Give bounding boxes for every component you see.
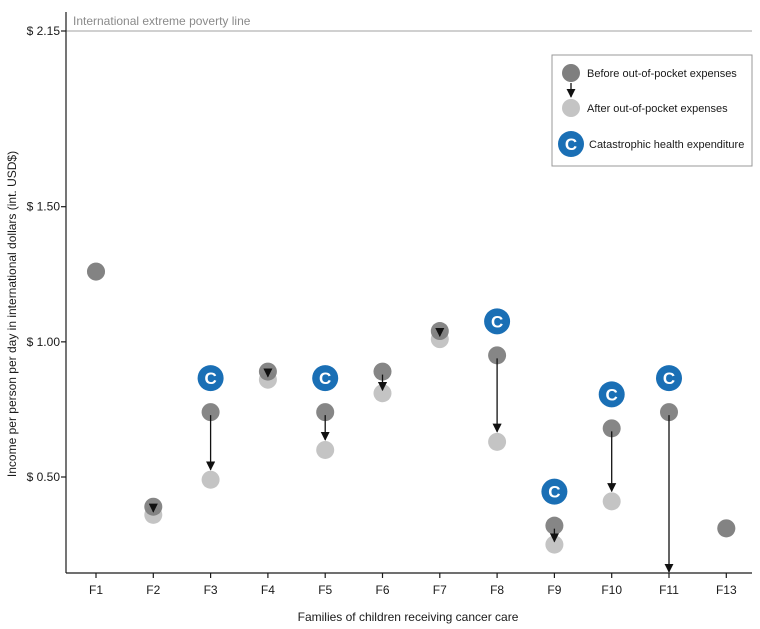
before-point (258, 362, 277, 381)
after-point (201, 470, 220, 489)
y-axis-title: Income per person per day in internation… (5, 151, 19, 477)
legend: Before out-of-pocket expenses After out-… (551, 54, 753, 167)
y-ticks: $ 0.50 $ 1.00 $ 1.50 $ 2.15 (27, 24, 66, 484)
catastrophic-badge-icon (541, 478, 568, 505)
catastrophic-badge-letter: C (606, 385, 618, 404)
catastrophic-badge-letter: C (204, 369, 216, 388)
x-tick-label: F10 (601, 583, 622, 597)
catastrophic-badge-icon (598, 381, 625, 408)
x-tick-label: F5 (318, 583, 332, 597)
legend-c-badge-letter: C (565, 135, 577, 154)
catastrophic-badge-icon (312, 365, 339, 392)
x-tick-label: F8 (490, 583, 504, 597)
catastrophic-badge-icon (656, 365, 682, 392)
after-point (602, 492, 621, 511)
before-point (430, 322, 449, 341)
before-point (373, 362, 392, 381)
legend-before-marker (562, 64, 580, 82)
before-point (201, 403, 220, 422)
catastrophic-badge-letter: C (491, 312, 503, 331)
y-tick-label: $ 2.15 (27, 24, 61, 38)
before-point (602, 419, 621, 438)
x-tick-label: F6 (375, 583, 389, 597)
legend-catastrophic-label: Catastrophic health expenditure (589, 139, 744, 151)
legend-after-marker (562, 99, 580, 117)
x-tick-label: F1 (89, 583, 103, 597)
x-tick-label: F4 (261, 583, 275, 597)
x-tick-label: F11 (659, 583, 679, 597)
x-tick-label: F7 (433, 583, 447, 597)
plot-marks: C C C C C C (87, 262, 736, 573)
catastrophic-badge-icon (484, 308, 511, 335)
before-point (660, 403, 678, 422)
after-point (316, 440, 335, 459)
before-point (144, 497, 163, 516)
legend-after-label: After out-of-pocket expenses (587, 103, 728, 115)
x-tick-label: F9 (547, 583, 561, 597)
after-point (488, 432, 507, 451)
before-point (717, 519, 736, 538)
catastrophic-badge-icon (197, 365, 224, 392)
legend-c-badge-icon (558, 131, 584, 157)
poverty-line-label: International extreme poverty line (73, 14, 251, 28)
before-point (488, 346, 507, 365)
catastrophic-badge-letter: C (548, 483, 560, 502)
catastrophic-badge-letter: C (663, 369, 675, 388)
x-axis-title: Families of children receiving cancer ca… (298, 610, 519, 624)
before-point (316, 403, 335, 422)
x-tick-label: F2 (146, 583, 160, 597)
legend-box (551, 54, 753, 167)
catastrophic-badge-letter: C (319, 369, 331, 388)
before-point (545, 516, 564, 535)
before-point (87, 262, 105, 281)
y-tick-label: $ 1.00 (27, 335, 61, 349)
x-ticks: F1 F2 F3 F4 F5 F6 F7 F8 F9 F10 F11 F13 (89, 573, 737, 597)
legend-before-label: Before out-of-pocket expenses (587, 68, 737, 80)
x-tick-label: F13 (716, 583, 737, 597)
y-tick-label: $ 0.50 (27, 470, 61, 484)
x-tick-label: F3 (204, 583, 218, 597)
y-tick-label: $ 1.50 (27, 200, 61, 214)
